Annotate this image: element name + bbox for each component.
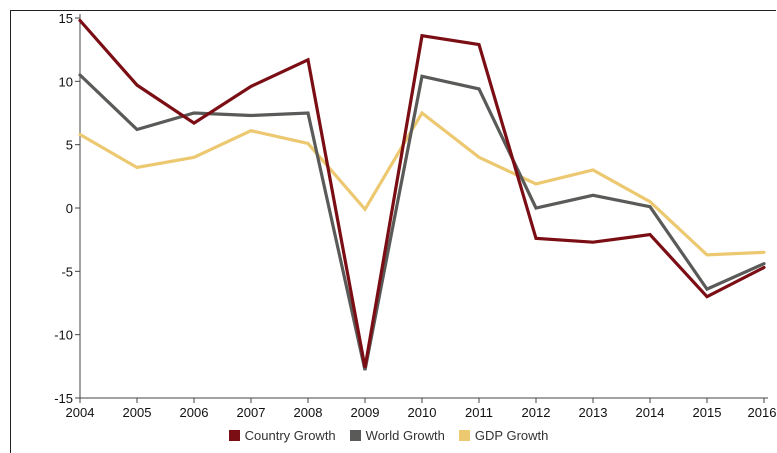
x-tick-label: 2013: [579, 405, 608, 420]
legend-swatch: [228, 430, 240, 441]
legend-swatch: [458, 430, 470, 441]
legend-item-country-growth[interactable]: Country Growth: [228, 428, 336, 443]
y-tick-label: 10: [59, 74, 73, 89]
x-tick-label: 2012: [522, 405, 551, 420]
legend-item-gdp-growth[interactable]: GDP Growth: [458, 428, 549, 443]
x-tick-label: 2008: [294, 405, 323, 420]
legend-item-world-growth[interactable]: World Growth: [349, 428, 445, 443]
x-tick-label: 2016: [748, 405, 777, 420]
series-line-gdp-growth: [78, 110, 766, 257]
legend-label: Country Growth: [244, 428, 336, 443]
x-tick-label: 2014: [636, 405, 665, 420]
series-line-world-growth: [78, 73, 766, 371]
y-tick-label: -5: [61, 264, 73, 279]
series-line-country-growth: [78, 18, 766, 368]
x-tick-label: 2010: [408, 405, 437, 420]
chart-legend: Country Growth World Growth GDP Growth: [0, 428, 777, 443]
x-tick-label: 2005: [123, 405, 152, 420]
y-tick-label: 15: [59, 11, 73, 26]
chart-frame: [10, 10, 776, 453]
legend-label: World Growth: [365, 428, 445, 443]
y-tick-label: 0: [66, 201, 73, 216]
y-tick-label: -10: [54, 328, 73, 343]
legend-swatch: [349, 430, 361, 441]
x-tick-label: 2009: [351, 405, 380, 420]
y-tick-label: 5: [66, 138, 73, 153]
x-tick-label: 2015: [693, 405, 722, 420]
legend-label: GDP Growth: [474, 428, 549, 443]
x-tick-label: 2007: [237, 405, 266, 420]
series-lines: [78, 18, 766, 371]
y-tick-label: -15: [54, 391, 73, 406]
axes: -15 -10 -5 0 5 10 15 2004 2005 2006 2007 2008 2009 20…: [54, 11, 776, 420]
x-tick-label: 2006: [180, 405, 209, 420]
x-tick-label: 2004: [66, 405, 95, 420]
x-tick-label: 2011: [465, 405, 493, 420]
